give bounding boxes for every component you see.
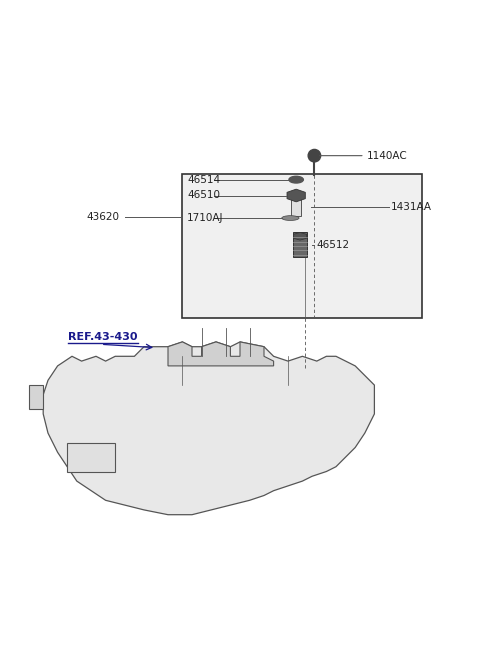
- Text: 46510: 46510: [187, 191, 220, 200]
- Text: REF.43-430: REF.43-430: [69, 332, 138, 342]
- Text: 46514: 46514: [187, 175, 220, 185]
- Circle shape: [308, 149, 321, 162]
- Text: 1710AJ: 1710AJ: [187, 213, 224, 223]
- Text: 1140AC: 1140AC: [367, 151, 408, 160]
- Text: 43620: 43620: [86, 212, 120, 222]
- Bar: [291, 196, 301, 215]
- Bar: [67, 443, 115, 472]
- Ellipse shape: [289, 176, 303, 183]
- Ellipse shape: [282, 215, 299, 221]
- PathPatch shape: [29, 385, 43, 409]
- Text: 46512: 46512: [317, 240, 350, 250]
- PathPatch shape: [168, 342, 274, 366]
- Text: 1431AA: 1431AA: [391, 202, 432, 212]
- Polygon shape: [287, 189, 305, 202]
- Polygon shape: [293, 233, 307, 240]
- Bar: [293, 233, 307, 257]
- PathPatch shape: [43, 342, 374, 515]
- Bar: [182, 174, 422, 318]
